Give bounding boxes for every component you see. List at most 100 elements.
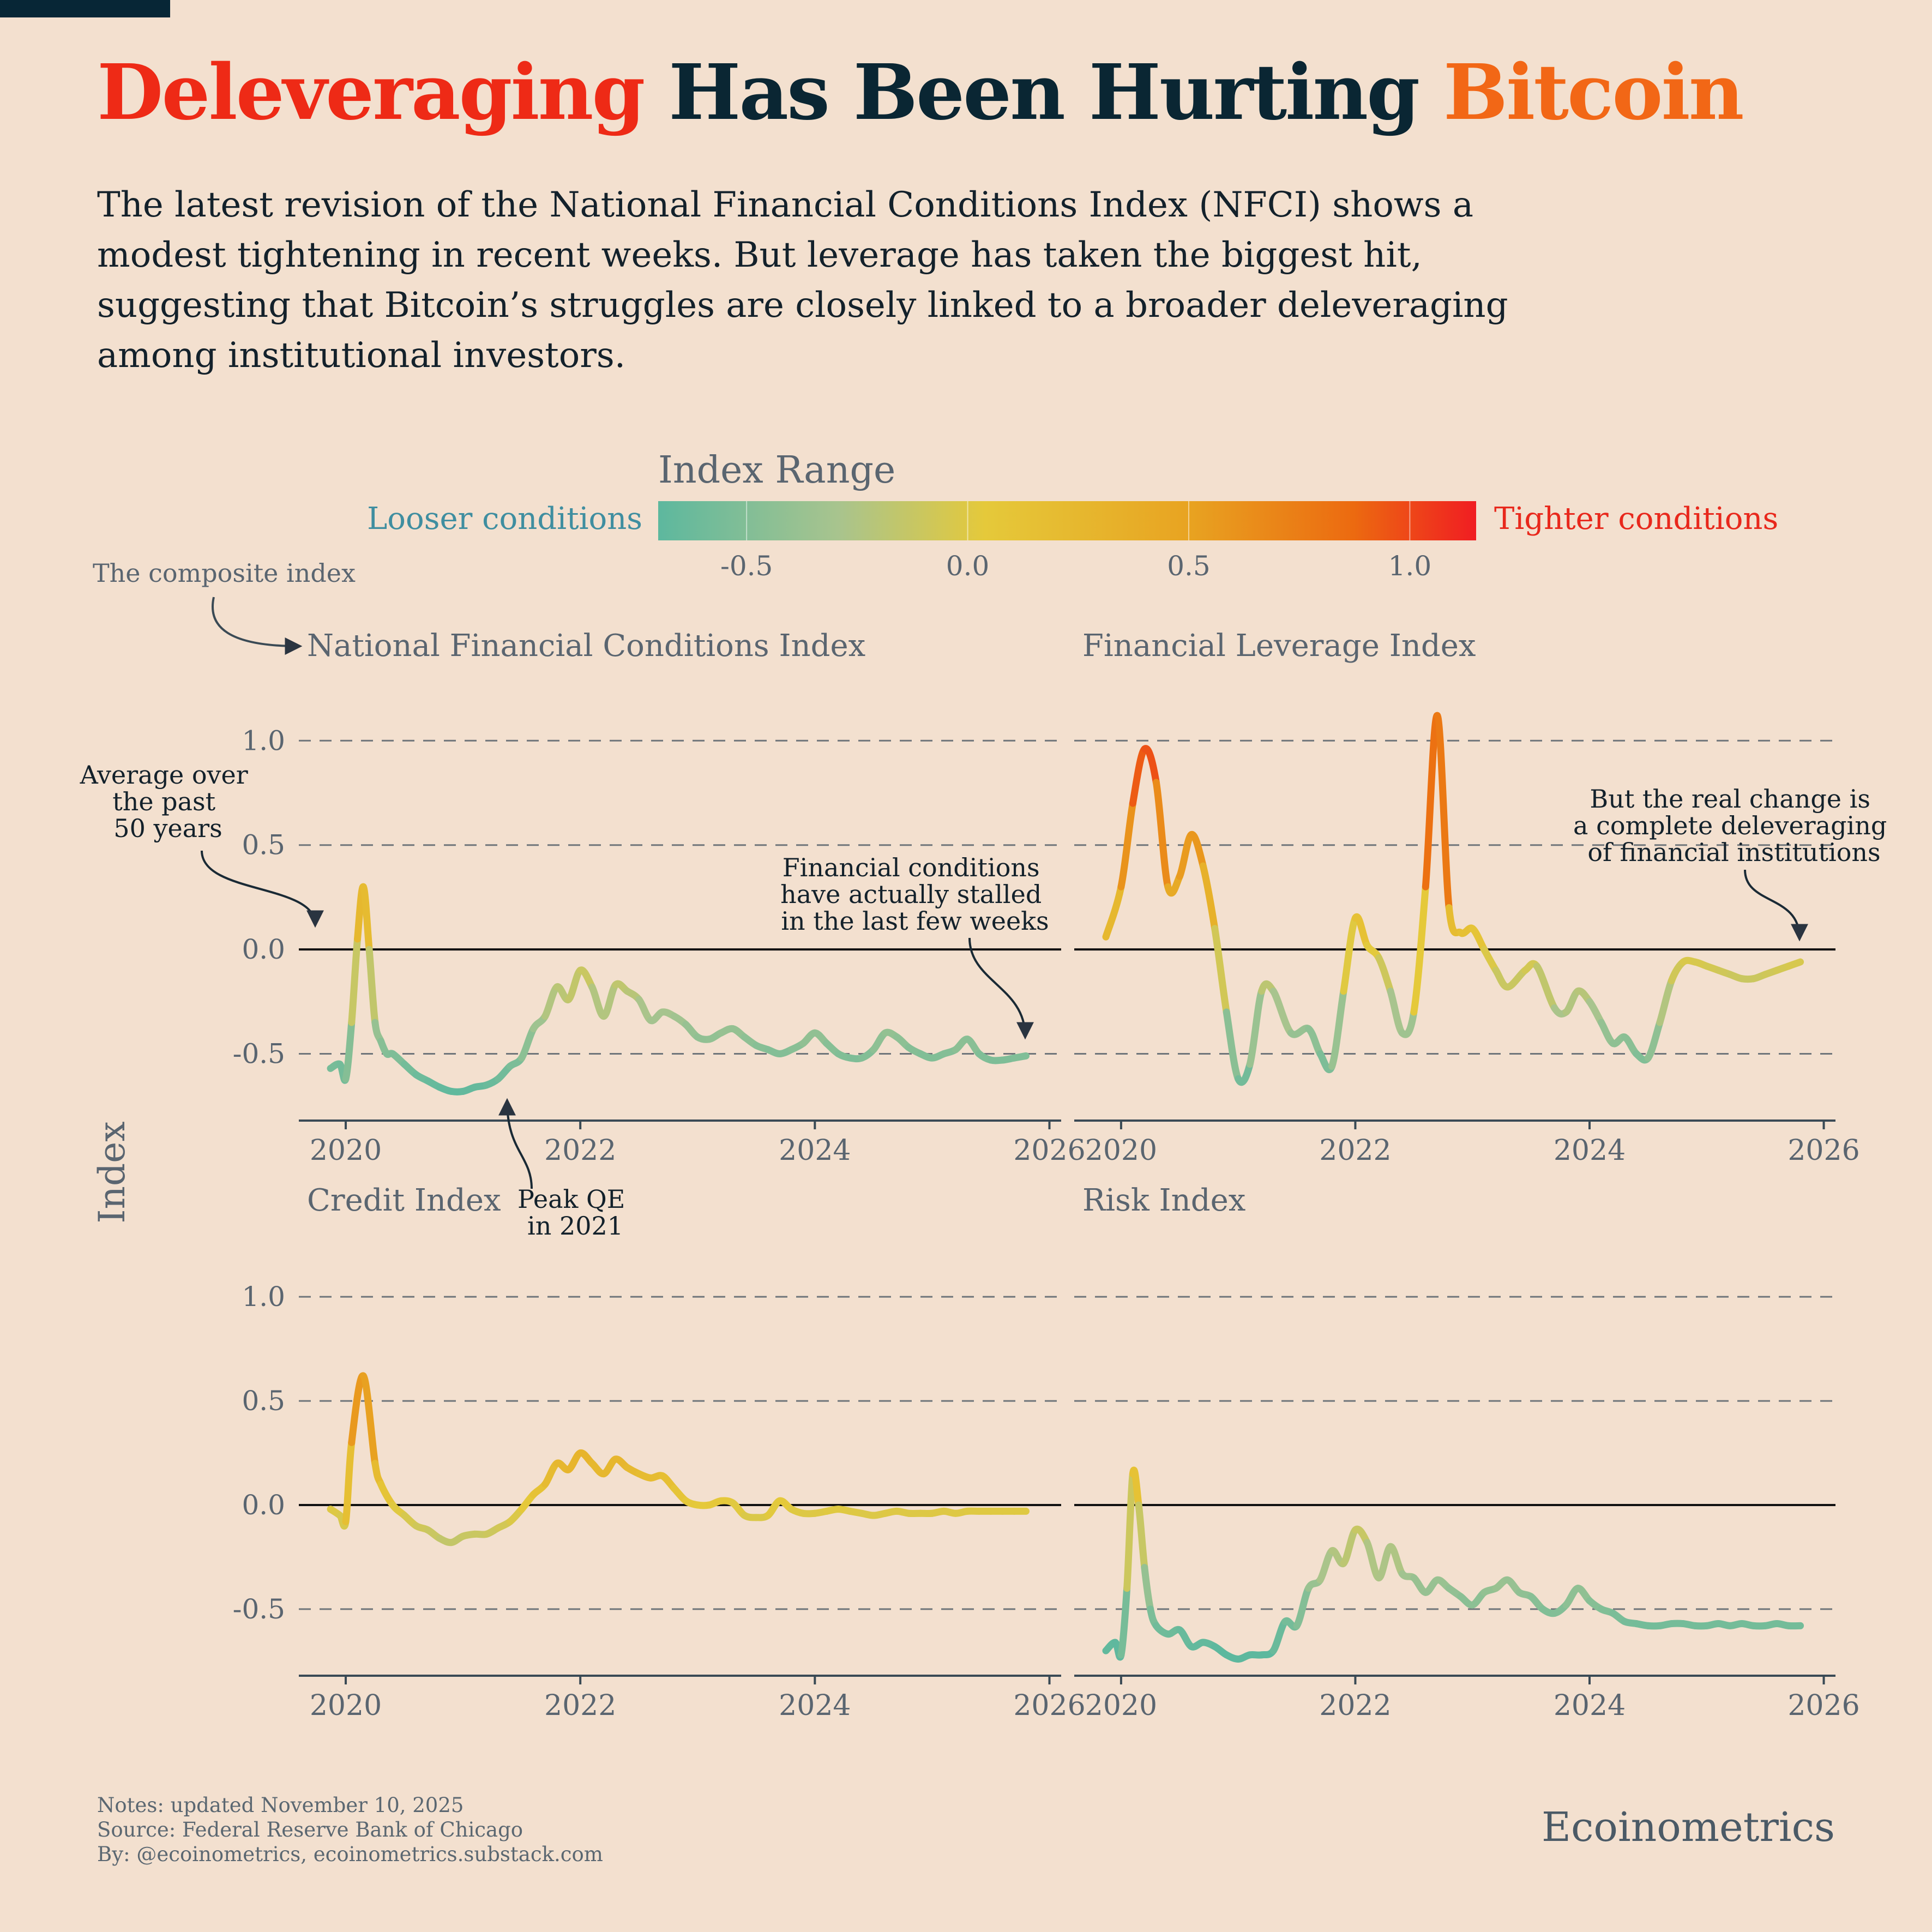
annotation-stalled-line2: have actually stalled [780, 880, 1042, 909]
series-segment [1375, 1543, 1394, 1582]
annotation-peak-qe-line2: in 2021 [527, 1211, 623, 1241]
series-segment [1235, 1061, 1254, 1086]
annotation-peak-qe-arrow [498, 1098, 533, 1189]
series-segment [1445, 904, 1465, 937]
y-axis-label: Index [91, 1121, 133, 1223]
annotation-stalled-line1: Financial conditions [783, 853, 1040, 882]
panel-title: National Financial Conditions Index [307, 628, 865, 664]
series-segment [1316, 1547, 1335, 1584]
legend-tick-label: 0.0 [946, 550, 990, 582]
series-segment [600, 981, 619, 1020]
series-segment [342, 1019, 356, 1082]
color-legend: Index Range Looser conditions Tighter co… [367, 449, 1778, 582]
y-tick-label: 0.5 [242, 1385, 285, 1417]
legend-tick-label: 1.0 [1388, 550, 1432, 582]
series-segment [1141, 1563, 1154, 1613]
series-segment [1398, 1008, 1418, 1038]
x-tick-label: 2024 [1554, 1689, 1626, 1722]
annotation-average-line3: 50 years [113, 814, 222, 843]
series-segment [359, 1372, 379, 1467]
y-tick-label: -0.5 [233, 1038, 285, 1070]
series-segment [1597, 1019, 1617, 1047]
series-segment [1129, 745, 1148, 807]
x-tick-label: 2026 [1787, 1134, 1859, 1167]
series-segment [1211, 925, 1230, 1016]
series-segment [1586, 998, 1605, 1026]
y-tick-label: 0.5 [242, 829, 285, 861]
legend-left-label: Looser conditions [367, 501, 642, 537]
series-segment [1340, 1526, 1359, 1567]
x-tick-label: 2020 [1085, 1689, 1157, 1722]
annotation-deleveraging-line2: a complete deleveraging [1573, 811, 1887, 840]
series-segment [1533, 962, 1558, 1012]
subtitle: The latest revision of the National Fina… [97, 185, 1508, 376]
annotation-average-arrow [201, 850, 324, 928]
x-tick-label: 2022 [1319, 1134, 1391, 1167]
annotation-average-line1: Average over [80, 760, 248, 790]
y-tick-label: 0.0 [242, 934, 285, 965]
annotation-deleveraging-line3: of financial institutions [1587, 838, 1880, 867]
series-segment [1117, 799, 1136, 890]
series-segment [1363, 1539, 1382, 1582]
annotation-peak-qe: Peak QE in 2021 [517, 1184, 633, 1241]
series-segment [1223, 1008, 1242, 1082]
series-segment [1434, 712, 1453, 912]
legend-tick-label: 0.5 [1167, 550, 1211, 582]
chart-panel-4: Risk Index 2020 2022 2024 2026 [1074, 1183, 1860, 1722]
series-segment [1102, 883, 1125, 941]
title-part-middle: Has Been Hurting [669, 48, 1420, 137]
annotation-stalled: Financial conditions have actually stall… [780, 853, 1050, 936]
series-segment [1656, 977, 1675, 1026]
y-tick-label: 0.0 [242, 1489, 285, 1521]
annotation-average-line2: the past [112, 787, 215, 816]
series-segment [348, 1372, 367, 1446]
series-segment [1504, 966, 1529, 991]
legend-ticks: -0.5 0.0 0.5 1.0 [720, 501, 1431, 582]
series-segment [1010, 1052, 1030, 1062]
series-segment [377, 1480, 396, 1509]
series-segment [1129, 1466, 1142, 1509]
series-segment [635, 996, 654, 1024]
footer-by-line: By: @ecoinometrics, ecoinometrics.substa… [97, 1843, 603, 1866]
page-title: Deleveraging Has Been Hurting Bitcoin [97, 48, 1744, 137]
series-line [1102, 712, 1804, 1086]
series-segment [1351, 913, 1371, 949]
series-segment [1123, 1470, 1136, 1592]
legend-right-label: Tighter conditions [1494, 501, 1778, 537]
series-segment [1117, 1585, 1131, 1659]
annotation-deleveraging: But the real change is a complete deleve… [1573, 784, 1895, 867]
footer-source-line: Source: Federal Reserve Bank of Chicago [97, 1818, 523, 1841]
annotation-stalled-arrow [968, 937, 1034, 1040]
series-segment [1176, 831, 1195, 880]
title-part-bitcoin: Bitcoin [1443, 48, 1744, 137]
x-tick-label: 2022 [544, 1134, 616, 1167]
annotation-composite-arrow [212, 597, 303, 655]
chart-panel-2: Financial Leverage Index 2020 2022 2024 2026 [1074, 628, 1860, 1167]
series-segment [1188, 831, 1207, 870]
series-segment [1269, 988, 1295, 1037]
series-segment [1562, 988, 1582, 1016]
series-segment [359, 883, 373, 953]
series-segment [1410, 883, 1429, 1016]
series-segment [1152, 779, 1172, 890]
series-line [327, 883, 1030, 1096]
series-line [1102, 1466, 1804, 1663]
series-segment [1141, 745, 1160, 786]
y-tick-label: 1.0 [242, 725, 285, 756]
series-segment [1199, 862, 1219, 932]
x-tick-label: 2020 [310, 1134, 382, 1167]
annotation-deleveraging-arrow [1744, 869, 1808, 942]
series-segment [1246, 988, 1266, 1068]
legend-tick-label: -0.5 [720, 550, 773, 582]
x-tick-label: 2026 [1013, 1689, 1085, 1722]
series-segment [1480, 946, 1500, 974]
annotation-deleveraging-line1: But the real change is [1590, 784, 1870, 814]
series-segment [1340, 914, 1359, 995]
series-line [327, 1372, 1030, 1546]
y-tick-label: 1.0 [242, 1281, 285, 1313]
series-segment [541, 983, 561, 1020]
annotation-composite: The composite index [93, 558, 356, 588]
panel-title: Credit Index [307, 1183, 501, 1218]
footer-notes-line: Notes: updated November 10, 2025 [97, 1793, 464, 1817]
